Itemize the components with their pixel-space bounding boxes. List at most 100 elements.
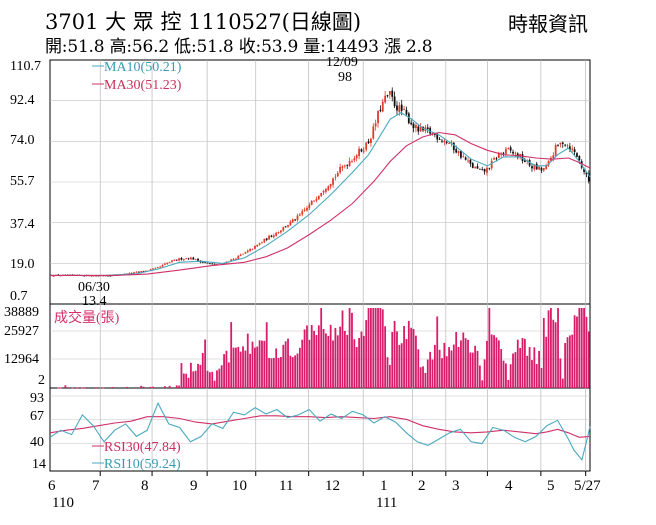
volume-bar	[445, 356, 448, 388]
candle-up	[336, 173, 339, 177]
candle-up	[554, 145, 557, 156]
volume-bar	[327, 335, 330, 388]
volume-bar	[235, 347, 237, 388]
candle-up	[353, 158, 356, 161]
candle-down	[523, 160, 526, 163]
volume-bar	[415, 335, 417, 388]
volume-bar	[355, 347, 358, 388]
candle-down	[488, 167, 491, 169]
x-tick-label: 9	[190, 478, 198, 494]
candle-down	[561, 142, 564, 144]
candle-up	[507, 148, 510, 149]
candle-down	[396, 105, 398, 111]
volume-bar	[206, 370, 209, 388]
candle-down	[585, 172, 588, 175]
candle-down	[142, 270, 145, 272]
candle-up	[251, 249, 254, 251]
chart-header: 3701 大 眾 控 1110527(日線圖) 開:51.8 高:56.2 低:…	[0, 0, 656, 57]
candle-up	[135, 271, 138, 273]
candle-down	[476, 166, 479, 169]
candle-up	[381, 101, 384, 112]
volume-bar	[474, 345, 477, 388]
candle-down	[568, 146, 571, 151]
x-tick-label: 8	[141, 478, 149, 494]
volume-bar	[438, 349, 441, 388]
volume-bar	[168, 385, 171, 388]
candle-down	[270, 235, 273, 237]
volume-bar	[291, 357, 294, 388]
volume-bar	[322, 329, 325, 388]
candle-up	[280, 230, 282, 233]
candle-down	[557, 145, 559, 147]
volume-bar	[272, 357, 275, 388]
volume-bar	[201, 352, 204, 388]
price-ytick-label: 92.4	[10, 93, 35, 108]
candle-up	[291, 219, 294, 223]
candle-down	[379, 109, 382, 112]
volume-bar	[268, 357, 270, 388]
volume-bar	[370, 308, 372, 388]
volume-bar	[424, 372, 427, 388]
volume-bar	[287, 338, 289, 388]
candle-up	[242, 253, 244, 255]
low-date-annotation: 06/30	[78, 280, 110, 295]
volume-bar	[315, 335, 318, 388]
candle-up	[332, 178, 334, 185]
candle-up	[398, 105, 401, 112]
candle-up	[159, 266, 162, 268]
volume-bar	[163, 386, 166, 388]
volume-bar	[178, 385, 180, 388]
candle-down	[578, 155, 581, 161]
volume-bar	[365, 320, 368, 388]
candle-up	[298, 214, 301, 216]
candle-up	[327, 186, 330, 190]
volume-bar	[538, 350, 540, 388]
candle-down	[436, 133, 439, 140]
volume-bar	[284, 341, 287, 388]
candle-up	[163, 263, 166, 265]
candle-down	[426, 127, 429, 130]
price-ytick-label: 0.7	[10, 289, 28, 304]
volume-bar	[341, 310, 344, 388]
candle-up	[538, 166, 540, 170]
volume-bar	[95, 387, 98, 389]
x-tick-label: 4	[505, 478, 513, 494]
volume-bar	[379, 308, 382, 388]
candle-down	[471, 163, 474, 168]
volume-bar	[194, 370, 197, 388]
volume-bar	[505, 363, 507, 388]
candle-down	[386, 95, 389, 97]
volume-bar	[452, 344, 455, 388]
volume-bar	[358, 337, 360, 388]
rsi-ytick-label: 40	[30, 435, 44, 450]
candle-up	[230, 259, 233, 262]
data-source: 時報資訊	[508, 12, 588, 36]
candle-up	[258, 243, 261, 245]
candle-up	[161, 264, 164, 267]
candle-up	[403, 109, 405, 111]
volume-bar	[346, 334, 349, 388]
candle-up	[343, 165, 346, 167]
candle-down	[445, 141, 448, 143]
volume-bar	[227, 362, 230, 388]
x-tick-label: 2	[418, 478, 426, 494]
indicator-lines	[49, 111, 591, 461]
volume-bar	[111, 387, 114, 389]
volume-bar	[57, 387, 60, 389]
volume-bar	[270, 358, 273, 388]
volume-bar	[512, 353, 514, 388]
candle-up	[348, 161, 351, 166]
volume-bar	[521, 337, 524, 388]
x-tick-label: 10	[232, 478, 247, 494]
candle-up	[263, 238, 266, 243]
volume-bar	[441, 358, 443, 388]
candle-down	[521, 154, 524, 161]
candle-up	[235, 258, 237, 260]
candle-up	[329, 183, 332, 187]
ma30-line	[50, 131, 591, 276]
x-tick-label: 12	[325, 478, 340, 494]
volume-bar	[294, 355, 297, 388]
rsi30-line	[49, 415, 591, 438]
candle-up	[289, 221, 292, 226]
volume-bar	[403, 325, 405, 388]
